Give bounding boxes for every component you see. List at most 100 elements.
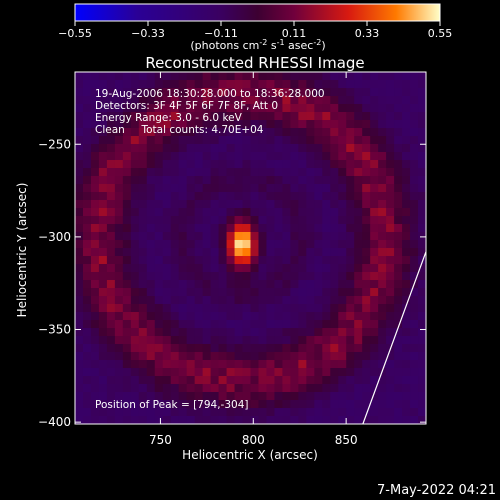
- heatmap-cell: [122, 208, 132, 217]
- heatmap-cell: [418, 320, 426, 329]
- heatmap-cell: [258, 232, 268, 241]
- heatmap-cell: [138, 360, 148, 369]
- heatmap-cell: [130, 296, 140, 305]
- heatmap-cell: [130, 128, 140, 137]
- heatmap-cell: [234, 200, 244, 209]
- heatmap-cell: [90, 200, 100, 209]
- heatmap-cell: [178, 96, 188, 105]
- heatmap-cell: [202, 200, 212, 209]
- heatmap-cell: [98, 312, 108, 321]
- heatmap-cell: [106, 240, 116, 249]
- colorbar-tick-label: −0.33: [131, 27, 165, 40]
- heatmap-cell: [75, 336, 84, 345]
- heatmap-cell: [202, 208, 212, 217]
- heatmap-cell: [75, 184, 84, 193]
- heatmap-cell: [282, 96, 291, 105]
- heatmap-cell: [386, 312, 395, 321]
- heatmap-cell: [346, 400, 355, 409]
- annotation-clean: Clean Total counts: 4.70E+04: [95, 124, 264, 136]
- heatmap-cell: [282, 408, 291, 417]
- heatmap-cell: [394, 392, 403, 401]
- heatmap-cell: [330, 184, 339, 193]
- heatmap-cell: [418, 88, 426, 97]
- heatmap-cell: [130, 192, 140, 201]
- heatmap-cell: [258, 192, 268, 201]
- heatmap-cell: [298, 352, 307, 361]
- heatmap-cell: [234, 280, 244, 289]
- heatmap-cell: [242, 400, 252, 409]
- heatmap-cell: [322, 256, 331, 265]
- colorbar-tick-label: −0.55: [58, 27, 92, 40]
- heatmap-cell: [146, 200, 156, 209]
- colorbar-tick-label: 0.11: [282, 27, 307, 40]
- heatmap-cell: [162, 368, 172, 377]
- heatmap-cell: [362, 360, 371, 369]
- heatmap-cell: [218, 272, 228, 281]
- heatmap-cell: [266, 160, 276, 169]
- heatmap-cell: [82, 208, 92, 217]
- heatmap-cell: [194, 248, 204, 257]
- heatmap-cell: [106, 360, 116, 369]
- heatmap-cell: [386, 128, 395, 137]
- heatmap-cell: [194, 192, 204, 201]
- heatmap-cell: [354, 120, 363, 129]
- heatmap-cell: [106, 168, 116, 177]
- heatmap-cell: [386, 160, 395, 169]
- heatmap-cell: [146, 408, 156, 417]
- heatmap-cell: [266, 312, 276, 321]
- heatmap-cell: [194, 368, 204, 377]
- heatmap-cell: [98, 264, 108, 273]
- heatmap-cell: [314, 400, 323, 409]
- heatmap-cell: [170, 248, 180, 257]
- heatmap-cell: [210, 232, 220, 241]
- heatmap-cell: [234, 224, 244, 233]
- heatmap-cell: [170, 336, 180, 345]
- heatmap-cell: [322, 296, 331, 305]
- heatmap-cell: [162, 168, 172, 177]
- heatmap-cell: [410, 216, 419, 225]
- heatmap-cell: [274, 312, 284, 321]
- heatmap-cell: [282, 328, 291, 337]
- heatmap-cell: [410, 128, 419, 137]
- heatmap-cell: [106, 304, 116, 313]
- heatmap-cell: [138, 112, 148, 121]
- heatmap-cell: [418, 96, 426, 105]
- heatmap-cell: [138, 96, 148, 105]
- heatmap-cell: [82, 272, 92, 281]
- heatmap-cell: [266, 200, 276, 209]
- heatmap-cell: [410, 96, 419, 105]
- heatmap-cell: [266, 280, 276, 289]
- heatmap-cell: [242, 176, 252, 185]
- heatmap-cell: [402, 304, 411, 313]
- heatmap-cell: [322, 384, 331, 393]
- heatmap-cell: [314, 320, 323, 329]
- heatmap-cell: [210, 352, 220, 361]
- heatmap-cell: [202, 192, 212, 201]
- heatmap-cell: [282, 248, 291, 257]
- heatmap-cell: [210, 176, 220, 185]
- heatmap-cell: [290, 176, 299, 185]
- heatmap-cell: [226, 256, 236, 265]
- heatmap-cell: [402, 336, 411, 345]
- heatmap-cell: [98, 296, 108, 305]
- heatmap-cell: [306, 224, 315, 233]
- heatmap-cell: [282, 336, 291, 345]
- heatmap-cell: [218, 88, 228, 97]
- heatmap-cell: [290, 96, 299, 105]
- heatmap-cell: [146, 344, 156, 353]
- heatmap-cell: [354, 336, 363, 345]
- heatmap-cell: [146, 280, 156, 289]
- heatmap-cell: [114, 416, 124, 424]
- heatmap-cell: [170, 256, 180, 265]
- heatmap-cell: [274, 128, 284, 137]
- heatmap-cell: [258, 408, 268, 417]
- heatmap-cell: [274, 416, 284, 424]
- heatmap-cell: [202, 376, 212, 385]
- heatmap-cell: [250, 96, 260, 105]
- heatmap-cell: [210, 392, 220, 401]
- heatmap-cell: [282, 264, 291, 273]
- heatmap-cell: [258, 264, 268, 273]
- heatmap-cell: [274, 400, 284, 409]
- heatmap-cell: [386, 112, 395, 121]
- heatmap-cell: [98, 392, 108, 401]
